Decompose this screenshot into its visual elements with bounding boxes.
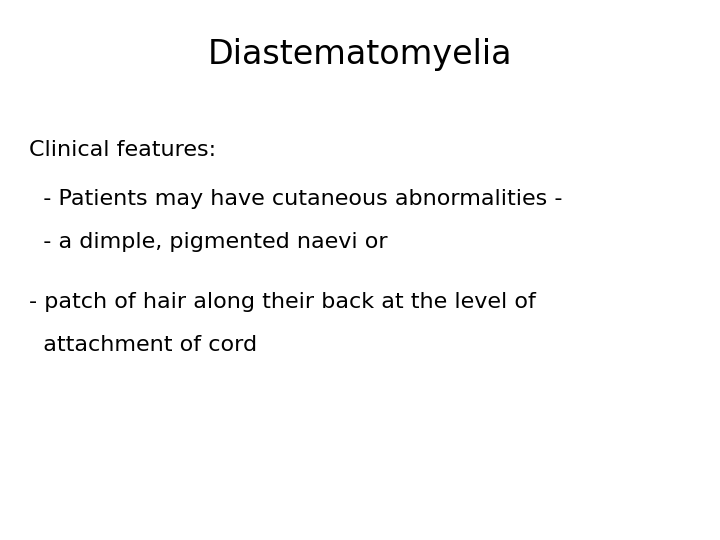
- Text: - patch of hair along their back at the level of: - patch of hair along their back at the …: [29, 292, 536, 312]
- Text: Clinical features:: Clinical features:: [29, 140, 216, 160]
- Text: - a dimple, pigmented naevi or: - a dimple, pigmented naevi or: [29, 232, 387, 252]
- Text: - Patients may have cutaneous abnormalities -: - Patients may have cutaneous abnormalit…: [29, 189, 562, 209]
- Text: attachment of cord: attachment of cord: [29, 335, 257, 355]
- Text: Diastematomyelia: Diastematomyelia: [208, 38, 512, 71]
